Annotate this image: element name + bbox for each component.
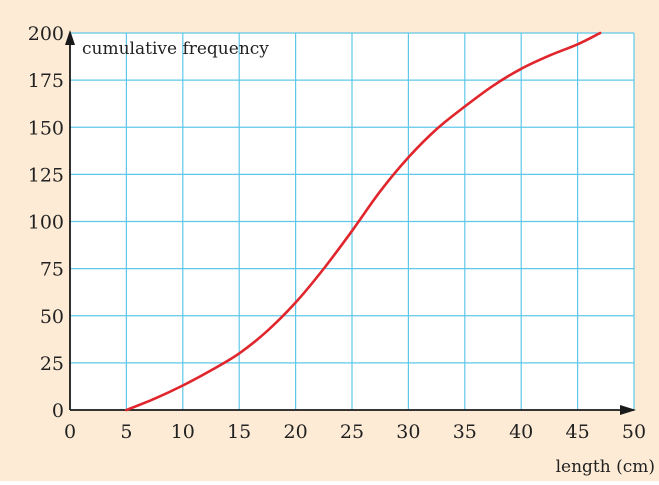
- x-tick-label: 10: [171, 421, 195, 443]
- x-tick-label: 20: [284, 421, 308, 443]
- series-line-0: [125, 31, 602, 412]
- y-tick-label: 100: [28, 212, 64, 234]
- x-tick-label: 35: [453, 421, 477, 443]
- y-tick-labels: 0 25 50 75 100 125 150 175 200: [28, 23, 64, 422]
- x-tick-label: 15: [227, 421, 251, 443]
- y-axis-label: cumulative frequency: [82, 39, 269, 59]
- y-tick-label: 75: [40, 259, 64, 281]
- y-tick-label: 0: [52, 400, 64, 422]
- x-tick-label: 0: [64, 421, 76, 443]
- x-tick-label: 25: [340, 421, 364, 443]
- x-tick-label: 45: [566, 421, 590, 443]
- series-layer: [125, 31, 602, 412]
- axes: [65, 30, 636, 415]
- y-tick-label: 25: [40, 353, 64, 375]
- x-axis-label: length (cm): [556, 457, 655, 477]
- x-axis-arrowhead: [620, 405, 636, 415]
- y-tick-label: 150: [28, 117, 64, 139]
- y-axis-arrowhead: [65, 30, 75, 45]
- x-tick-label: 50: [622, 421, 646, 443]
- x-tick-label: 30: [396, 421, 420, 443]
- x-tick-label: 40: [509, 421, 533, 443]
- x-tick-label: 5: [120, 421, 132, 443]
- x-tick-labels: 0 5 10 15 20 25 30 35 40 45 50: [64, 421, 646, 443]
- y-tick-label: 50: [40, 306, 64, 328]
- y-tick-label: 200: [28, 23, 64, 45]
- grid: [70, 32, 635, 410]
- y-tick-label: 175: [28, 70, 64, 92]
- y-tick-label: 125: [28, 164, 64, 186]
